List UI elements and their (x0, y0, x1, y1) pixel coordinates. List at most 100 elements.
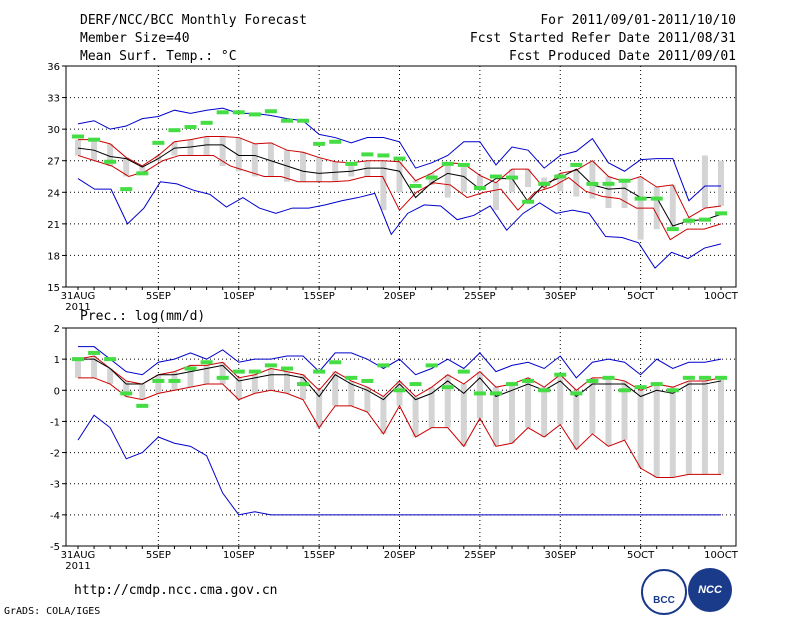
temp-upper-line (78, 136, 722, 219)
prec-spread-box (123, 380, 130, 397)
temp-max-line (77, 107, 721, 202)
prec-year-label: 2011 (65, 561, 90, 572)
prec-spread-box (541, 387, 548, 437)
variable-label-prec: Prec.: log(mm/d) (80, 309, 206, 324)
ncc-logo-text: NCC (698, 584, 722, 596)
prec-y-tick-label: -1 (50, 417, 60, 428)
temp-y-tick-label: 27 (47, 157, 60, 168)
temp-spread-box (621, 181, 628, 209)
prec-spread-box (428, 387, 435, 428)
prec-x-tick-label: 25SEP (464, 550, 495, 561)
temp-spread-box (219, 136, 226, 166)
temp-spread-box (123, 157, 130, 177)
forecast-period: For 2011/09/01-2011/10/10 (540, 13, 736, 28)
forecast-start-date: Fcst Started Refer Date 2011/08/31 (469, 31, 736, 46)
prec-spread-box (509, 384, 516, 444)
temp-spread-box (380, 160, 387, 211)
temp-x-tick-label: 10OCT (704, 291, 739, 302)
prec-spread-box (139, 384, 146, 400)
prec-spread-box (621, 380, 628, 441)
prec-spread-box (235, 377, 242, 400)
variable-label-temp: Mean Surf. Temp.: °C (80, 49, 237, 64)
prec-y-tick-label: 2 (54, 324, 60, 335)
prec-spread-box (380, 396, 387, 434)
temp-spread-box (75, 139, 81, 156)
temp-spread-box (267, 142, 274, 177)
prec-spread-box (155, 374, 162, 394)
prec-spread-box (460, 384, 467, 447)
temp-panel: 15 18 21 24 27 30 33 36 31AUG 5SEP 10SEP 15SEP 20SEP… (47, 62, 738, 313)
prec-x-tick-label: 5OCT (627, 550, 655, 561)
temp-y-tick-label: 30 (47, 125, 60, 136)
prec-panel: -5 -4 -3 -2 -1 0 1 2 31AUG 5SEP 10SEP 15SEP 20SEP 25S… (50, 324, 739, 572)
temp-spread-box (412, 180, 419, 183)
temp-spread-box (718, 160, 724, 206)
temp-y-tick-label: 24 (47, 188, 60, 199)
temp-spread-box (300, 152, 307, 182)
temp-spread-box (332, 161, 339, 181)
temp-x-tick-label: 10SEP (223, 291, 254, 302)
prec-x-tick-label: 31AUG (61, 550, 96, 561)
temp-spread-box (251, 143, 258, 177)
source-url[interactable]: http://cmdp.ncc.cma.gov.cn (74, 583, 278, 598)
prec-spread-box (557, 374, 564, 425)
temp-spread-box (187, 139, 194, 156)
prec-x-tick-label: 10OCT (704, 550, 739, 561)
prec-spread-box (444, 374, 451, 428)
temp-spread-box (669, 184, 676, 230)
temp-spread-box (203, 136, 210, 156)
prec-spread-box (332, 371, 339, 406)
prec-lower-line (78, 377, 721, 478)
temp-y-tick-label: 18 (47, 251, 60, 262)
temp-x-tick-label: 30SEP (545, 291, 576, 302)
prec-spread-box (283, 371, 290, 394)
prec-x-tick-label: 5SEP (146, 550, 171, 561)
temp-spread-box (316, 157, 323, 182)
prec-spread-box (669, 387, 676, 478)
prec-spread-box (91, 356, 98, 378)
temp-y-tick-label: 21 (47, 220, 60, 231)
temp-spread-box (492, 182, 499, 211)
prec-spread-box (653, 384, 660, 478)
prec-y-tick-label: -5 (50, 542, 60, 553)
prec-median-line (78, 358, 722, 401)
bcc-logo-text: BCC (653, 594, 675, 606)
bcc-logo: BCC (641, 569, 687, 615)
temp-x-tick-label: 31AUG (61, 291, 96, 302)
prec-frame (65, 327, 737, 547)
prec-spread-box (637, 390, 644, 469)
temp-min-line (77, 178, 722, 269)
prec-spread-box (187, 365, 194, 388)
temp-spread-box (476, 175, 483, 190)
temp-x-tick-label: 20SEP (384, 291, 415, 302)
forecast-produced-date: Fcst Produced Date 2011/09/01 (509, 49, 736, 64)
prec-spread-box (701, 380, 708, 475)
prec-spread-box (203, 365, 210, 385)
temp-spread-box (701, 155, 708, 209)
prec-spread-box (685, 380, 692, 475)
temp-frame (65, 65, 737, 288)
temp-y-tick-label: 15 (47, 283, 60, 294)
temp-lower-line (77, 154, 722, 241)
prec-spread-box (492, 387, 499, 447)
temp-spread-box (589, 160, 596, 199)
temp-spread-box (444, 162, 451, 198)
grads-credit: GrADS: COLA/IGES (4, 606, 101, 617)
temp-spread-box (525, 169, 532, 188)
prec-spread-box (267, 368, 274, 391)
prec-y-tick-label: 1 (54, 355, 60, 366)
prec-x-tick-label: 15SEP (303, 550, 334, 561)
temp-spread-box (348, 162, 355, 177)
prec-x-tick-label: 10SEP (223, 550, 254, 561)
temp-spread-box (605, 176, 612, 209)
prec-spread-box (251, 374, 258, 394)
prec-spread-box (300, 374, 307, 400)
chart-title: DERF/NCC/BCC Monthly Forecast (80, 13, 307, 28)
prec-spread-box (364, 387, 371, 413)
prec-x-tick-label: 30SEP (545, 550, 576, 561)
prec-spread-box (605, 377, 612, 447)
prec-spread-box (75, 359, 81, 378)
temp-x-tick-label: 5OCT (627, 291, 655, 302)
prec-spread-box (219, 362, 226, 385)
prec-spread-box (412, 396, 419, 437)
